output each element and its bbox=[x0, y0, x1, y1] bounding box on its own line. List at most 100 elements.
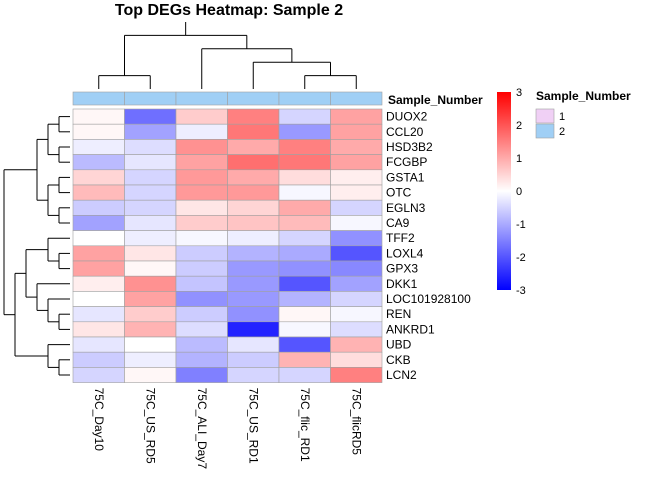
heatmap-cell bbox=[330, 123, 383, 140]
heatmap-cell bbox=[72, 184, 125, 201]
heatmap-cell bbox=[227, 199, 280, 216]
annotation-cell bbox=[278, 91, 331, 106]
heatmap-cell bbox=[330, 351, 383, 368]
heatmap-cell bbox=[227, 291, 280, 307]
color-scale-tick: -2 bbox=[516, 252, 526, 264]
heatmap-cell bbox=[227, 230, 280, 247]
row-label: FCGBP bbox=[386, 155, 427, 169]
heatmap-cell bbox=[278, 215, 331, 231]
heatmap-cell bbox=[227, 123, 280, 140]
heatmap-cell bbox=[175, 184, 228, 201]
color-scale-tick: -1 bbox=[516, 219, 526, 231]
heatmap-cell bbox=[72, 260, 125, 277]
heatmap-cell bbox=[72, 123, 125, 140]
heatmap-cell bbox=[278, 230, 331, 247]
heatmap-cell bbox=[330, 306, 383, 323]
heatmap-cell bbox=[227, 260, 280, 277]
heatmap-cell bbox=[72, 230, 125, 247]
heatmap-cell bbox=[72, 275, 125, 292]
heatmap-cell bbox=[72, 291, 125, 307]
heatmap-cell bbox=[124, 245, 177, 262]
heatmap-cell bbox=[72, 154, 125, 171]
heatmap-cell bbox=[175, 291, 228, 307]
heatmap-cell bbox=[124, 215, 177, 231]
heatmap-cell bbox=[124, 336, 177, 353]
color-scale-tick: 0 bbox=[516, 186, 522, 198]
heatmap-cell bbox=[175, 367, 228, 383]
heatmap-cell bbox=[227, 367, 280, 383]
row-label: CCL20 bbox=[386, 125, 424, 139]
heatmap-cell bbox=[278, 154, 331, 171]
annotation-legend-label: 2 bbox=[559, 126, 565, 138]
heatmap-cell bbox=[72, 139, 125, 155]
column-label: 75C_flic_RD1 bbox=[298, 388, 312, 462]
row-label: REN bbox=[386, 307, 411, 321]
heatmap-cell bbox=[124, 108, 177, 125]
column-dendrogram bbox=[98, 22, 357, 89]
heatmap-cell bbox=[124, 199, 177, 216]
heatmap-cell bbox=[175, 351, 228, 368]
heatmap-cell bbox=[227, 215, 280, 231]
row-label: ANKRD1 bbox=[386, 322, 435, 336]
heatmap-cell bbox=[175, 230, 228, 247]
heatmap-cell bbox=[124, 123, 177, 140]
heatmap-cell bbox=[72, 215, 125, 231]
row-label: EGLN3 bbox=[386, 201, 426, 215]
column-label: 75C_US_RD1 bbox=[246, 388, 260, 464]
heatmap-cell bbox=[278, 108, 331, 125]
row-label: DKK1 bbox=[386, 277, 418, 291]
heatmap-cell bbox=[175, 154, 228, 171]
heatmap-cell bbox=[227, 245, 280, 262]
row-label: CKB bbox=[386, 353, 411, 367]
column-label: 75C_flicRD5 bbox=[349, 388, 363, 456]
heatmap-cell bbox=[227, 275, 280, 292]
heatmap-cell bbox=[175, 139, 228, 155]
column-label: 75C_US_RD5 bbox=[143, 388, 157, 464]
heatmap-cell bbox=[72, 199, 125, 216]
color-scale-legend: 3 2 1 0 -1 -2 -3 bbox=[497, 87, 526, 297]
row-label: CA9 bbox=[386, 216, 410, 230]
heatmap-cell bbox=[72, 108, 125, 125]
heatmap-cell bbox=[175, 199, 228, 216]
heatmap-cell bbox=[72, 351, 125, 368]
heatmap-cell bbox=[175, 108, 228, 125]
heatmap-cell bbox=[278, 245, 331, 262]
row-label: LOXL4 bbox=[386, 246, 424, 260]
heatmap-cell bbox=[227, 336, 280, 353]
heatmap-cell bbox=[72, 336, 125, 353]
heatmap-cell bbox=[175, 275, 228, 292]
heatmap-cell bbox=[124, 230, 177, 247]
heatmap-cell bbox=[227, 139, 280, 155]
heatmap-cell bbox=[278, 169, 331, 186]
heatmap-cell bbox=[72, 169, 125, 186]
heatmap-cell bbox=[227, 321, 280, 338]
heatmap-cell bbox=[278, 306, 331, 323]
heatmap-cell bbox=[175, 260, 228, 277]
heatmap-cell bbox=[124, 351, 177, 368]
heatmap-cell bbox=[278, 321, 331, 338]
annotation-legend-swatch bbox=[535, 123, 555, 139]
heatmap-cell bbox=[175, 123, 228, 140]
column-label: 75C_ALI_Day7 bbox=[195, 388, 209, 470]
heatmap-cell bbox=[124, 306, 177, 323]
heatmap-cell bbox=[124, 367, 177, 383]
column-label: 75C_Day10 bbox=[92, 388, 106, 452]
heatmap-cell bbox=[227, 169, 280, 186]
annotation-legend-swatch bbox=[535, 108, 555, 124]
color-scale-tick: 1 bbox=[516, 153, 522, 165]
heatmap-cell bbox=[330, 245, 383, 262]
row-label: HSD3B2 bbox=[386, 140, 433, 154]
heatmap-cell bbox=[124, 139, 177, 155]
heatmap-cell bbox=[278, 367, 331, 383]
annotation-cell bbox=[124, 91, 177, 106]
heatmap-cell bbox=[330, 169, 383, 186]
heatmap-cell bbox=[278, 351, 331, 368]
heatmap-cell bbox=[124, 291, 177, 307]
heatmap-cell bbox=[175, 336, 228, 353]
heatmap-cell bbox=[72, 245, 125, 262]
heatmap-cell bbox=[330, 184, 383, 201]
heatmap-cell bbox=[330, 199, 383, 216]
heatmap-cell bbox=[278, 199, 331, 216]
heatmap-cell bbox=[330, 260, 383, 277]
